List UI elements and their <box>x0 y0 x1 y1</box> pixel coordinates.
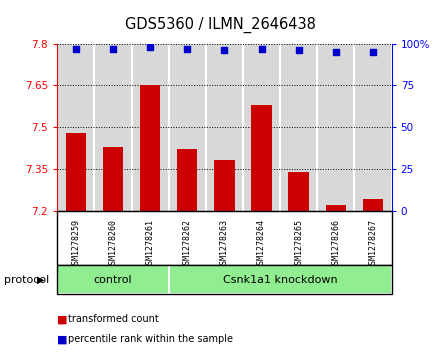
Point <box>258 46 265 52</box>
Bar <box>169 265 392 294</box>
Bar <box>363 199 383 211</box>
Text: ▶: ▶ <box>37 274 45 285</box>
Text: GSM1278265: GSM1278265 <box>294 219 303 269</box>
Point <box>72 46 79 52</box>
Point <box>147 44 154 50</box>
Text: control: control <box>94 274 132 285</box>
Point <box>295 47 302 53</box>
Text: GSM1278262: GSM1278262 <box>183 219 192 269</box>
Bar <box>177 149 198 211</box>
Text: GSM1278267: GSM1278267 <box>369 219 378 269</box>
Text: GSM1278260: GSM1278260 <box>108 219 117 269</box>
Point <box>332 49 339 55</box>
Bar <box>214 160 235 211</box>
Point <box>221 47 228 53</box>
Bar <box>289 172 309 211</box>
Text: GSM1278261: GSM1278261 <box>146 219 154 269</box>
Bar <box>57 265 169 294</box>
Text: GSM1278259: GSM1278259 <box>71 219 80 269</box>
Bar <box>251 105 272 211</box>
Text: transformed count: transformed count <box>68 314 159 325</box>
Text: GSM1278266: GSM1278266 <box>331 219 341 269</box>
Point <box>370 49 377 55</box>
Text: GSM1278263: GSM1278263 <box>220 219 229 269</box>
Text: ■: ■ <box>57 314 68 325</box>
Text: percentile rank within the sample: percentile rank within the sample <box>68 334 233 344</box>
Bar <box>103 147 123 211</box>
Point <box>110 46 117 52</box>
Bar <box>140 85 160 211</box>
Point <box>184 46 191 52</box>
Text: Csnk1a1 knockdown: Csnk1a1 knockdown <box>223 274 337 285</box>
Text: ■: ■ <box>57 334 68 344</box>
Bar <box>66 132 86 211</box>
Text: GDS5360 / ILMN_2646438: GDS5360 / ILMN_2646438 <box>125 16 315 33</box>
Text: protocol: protocol <box>4 274 50 285</box>
Bar <box>326 205 346 211</box>
Text: GSM1278264: GSM1278264 <box>257 219 266 269</box>
